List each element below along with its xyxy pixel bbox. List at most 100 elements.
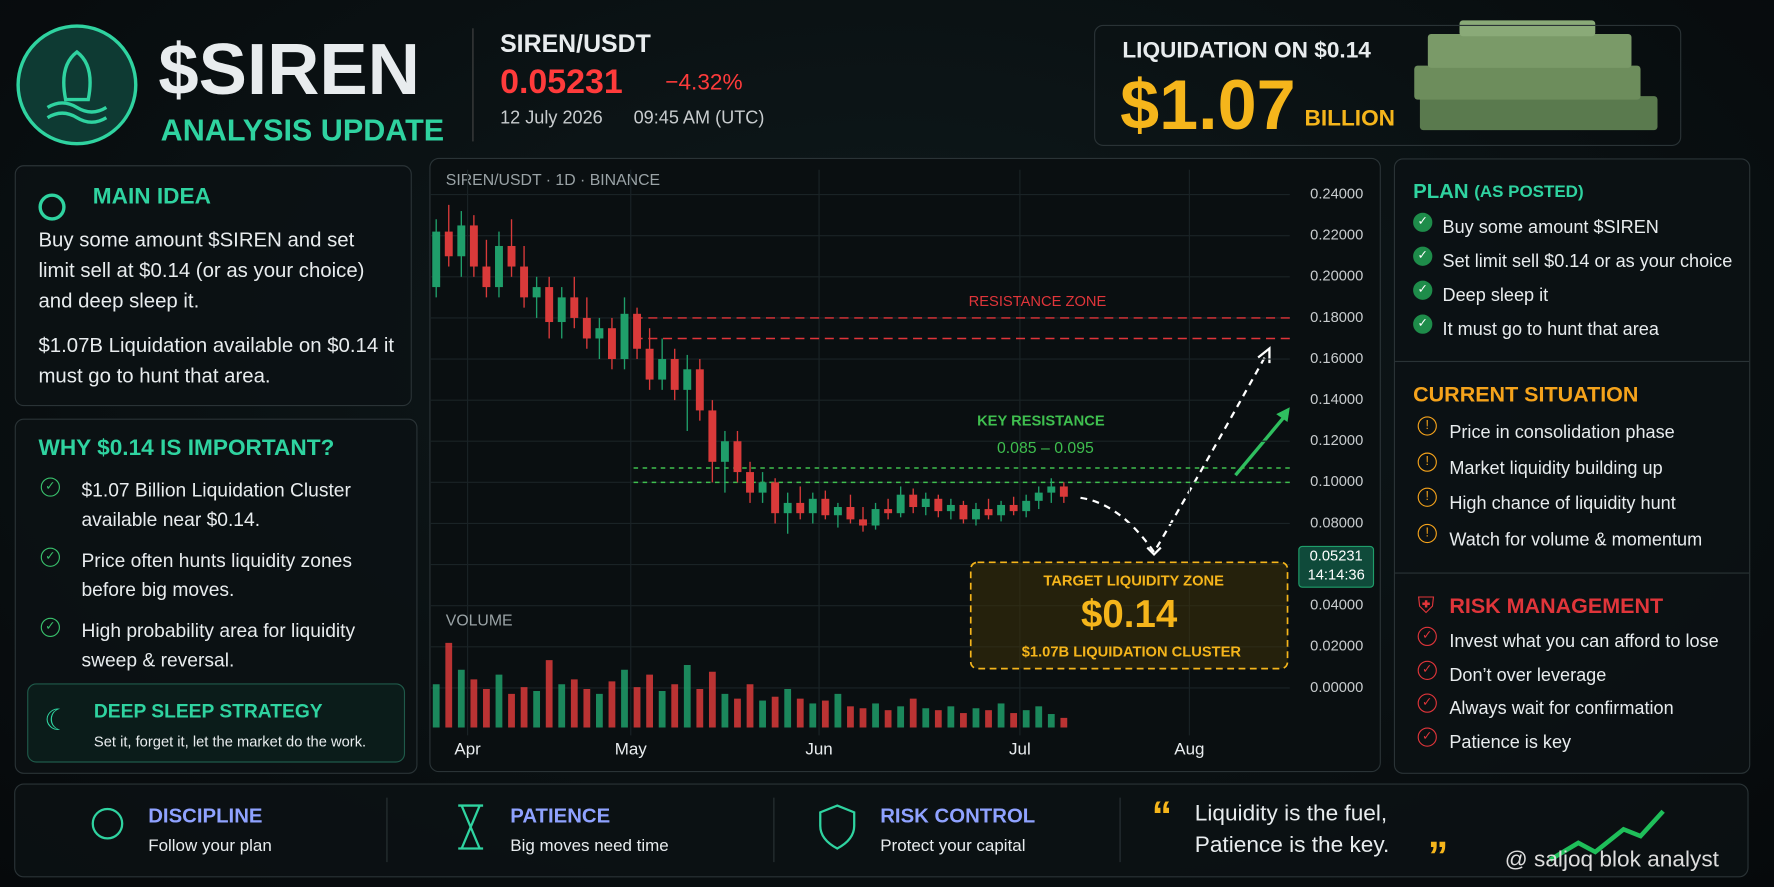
candle-body [909, 494, 918, 508]
icon [819, 804, 856, 850]
candle-body [1047, 486, 1056, 493]
quote-mark: “ [1151, 791, 1173, 839]
candle-body [582, 317, 591, 339]
pair: SIREN/USDT [500, 29, 651, 58]
footer-text: Follow your plan [148, 836, 272, 856]
list-item: Watch for volume & momentum [1417, 522, 1702, 558]
y-tick-label: 0.08000 [1310, 515, 1363, 531]
zone-label: KEY RESISTANCE [977, 413, 1105, 429]
list-item: $1.07 Billion Liquidation Cluster availa… [40, 476, 380, 535]
candle-body [520, 266, 529, 298]
quote-mark: ” [1427, 832, 1449, 880]
moon-icon: ☾ [44, 702, 71, 737]
footer-bar [14, 783, 1749, 878]
list-item: Market liquidity building up [1417, 451, 1703, 487]
y-tick-label: 0.16000 [1310, 351, 1363, 367]
paragraph: Buy some amount $SIREN and set limit sel… [38, 228, 365, 313]
candle-body [607, 328, 616, 360]
price-tag-countdown: 14:14:36 [1308, 568, 1365, 584]
candle-body [1022, 500, 1031, 512]
zone-label: RESISTANCE ZONE [969, 294, 1107, 310]
candle-body [997, 504, 1006, 516]
candle-body [808, 498, 817, 514]
candle-body [495, 245, 503, 288]
candle-body [972, 509, 980, 520]
candle-body [720, 441, 729, 462]
separator [1395, 572, 1750, 574]
candle-body [796, 502, 805, 514]
list: Price in consolidation phaseMarket liqui… [1417, 415, 1703, 558]
section-title: MAIN IDEA [92, 184, 211, 210]
liquidation-box [1094, 24, 1682, 146]
projection-path [1080, 352, 1269, 555]
list-item: Don’t over leverage [1417, 659, 1719, 692]
footer-text: Big moves need time [510, 836, 669, 856]
list-item: Price in consolidation phase [1417, 415, 1703, 451]
target-note: $1.07B LIQUIDATION CLUSTER [1022, 645, 1242, 661]
logo-mark [46, 49, 108, 124]
candle-body [708, 410, 717, 462]
candle-body [658, 359, 667, 380]
separator [1395, 360, 1750, 363]
liquidation-unit: BILLION [1304, 106, 1396, 132]
candle-body [482, 266, 491, 288]
paragraph: $1.07B Liquidation available on $0.14 it… [38, 333, 395, 387]
target-title: TARGET LIQUIDITY ZONE [1043, 573, 1224, 589]
candle-body [846, 507, 855, 520]
candle-body [771, 482, 780, 514]
candle-body [733, 441, 742, 473]
strategy-text: Set it, forget it, let the market do the… [93, 733, 367, 751]
candle-body [946, 504, 955, 512]
x-tick-label: Aug [1174, 740, 1204, 759]
candle-body [444, 231, 453, 257]
footer-text: Protect your capital [880, 836, 1026, 856]
list-item: High probability area for liquidity swee… [40, 617, 380, 676]
candle-body [984, 509, 993, 516]
footer-title: PATIENCE [510, 804, 611, 828]
chart: SIREN/USDT · 1D · BINANCE 0.00000 0.02000 0… [429, 169, 1375, 759]
candle-body [896, 494, 905, 514]
candle-body [633, 313, 642, 349]
candle-body [921, 498, 930, 508]
main-idea-box: MAIN IDEA Buy some amount $SIREN and set… [14, 165, 412, 407]
candle-body [507, 245, 516, 267]
section-title: CURRENT SITUATION [1413, 383, 1639, 408]
right-panel: PLAN (AS POSTED) Buy some amount $SIRENS… [1393, 158, 1751, 774]
footer-title: DISCIPLINE [148, 804, 263, 828]
target-box [969, 561, 1289, 670]
quote-line: Patience is the key. [1194, 832, 1390, 858]
section-title: PLAN [1413, 179, 1469, 203]
candle-body [934, 498, 943, 512]
strategy-box: DEEP SLEEP STRATEGY Set it, forget it, l… [27, 683, 406, 763]
y-tick-label: 0.18000 [1310, 310, 1363, 326]
logo [16, 24, 138, 146]
shield-icon: ⛨ [1417, 593, 1435, 619]
y-tick-label: 0.20000 [1310, 269, 1363, 285]
candle-body [432, 231, 441, 288]
y-tick-label: 0.22000 [1310, 228, 1363, 244]
trend-arrow-head [1276, 407, 1290, 423]
liquidation-label: LIQUIDATION ON $0.14 [1122, 38, 1371, 64]
candle-body [570, 297, 579, 318]
price: 0.05231 [500, 63, 623, 101]
footer-title: RISK CONTROL [880, 804, 1036, 828]
time: 09:45 AM (UTC) [633, 108, 765, 128]
candle-body [783, 502, 792, 514]
list: Invest what you can afford to loseDon’t … [1417, 626, 1719, 760]
candle-body [884, 509, 893, 514]
candle-body [758, 482, 767, 493]
candle-body [1059, 486, 1068, 497]
candle-body [683, 369, 692, 390]
change: −4.32% [665, 70, 743, 96]
section-title: RISK MANAGEMENT [1449, 595, 1664, 619]
section-title: WHY $0.14 IS IMPORTANT? [38, 435, 335, 461]
y-tick-label: 0.12000 [1310, 433, 1363, 449]
list-item: Always wait for confirmation [1417, 692, 1719, 725]
target-price: $0.14 [1081, 593, 1178, 636]
watermark: @ saljoq blok analyst [1504, 847, 1719, 873]
ticker: $SIREN [158, 28, 420, 110]
list-item: It must go to hunt that area [1413, 313, 1732, 347]
